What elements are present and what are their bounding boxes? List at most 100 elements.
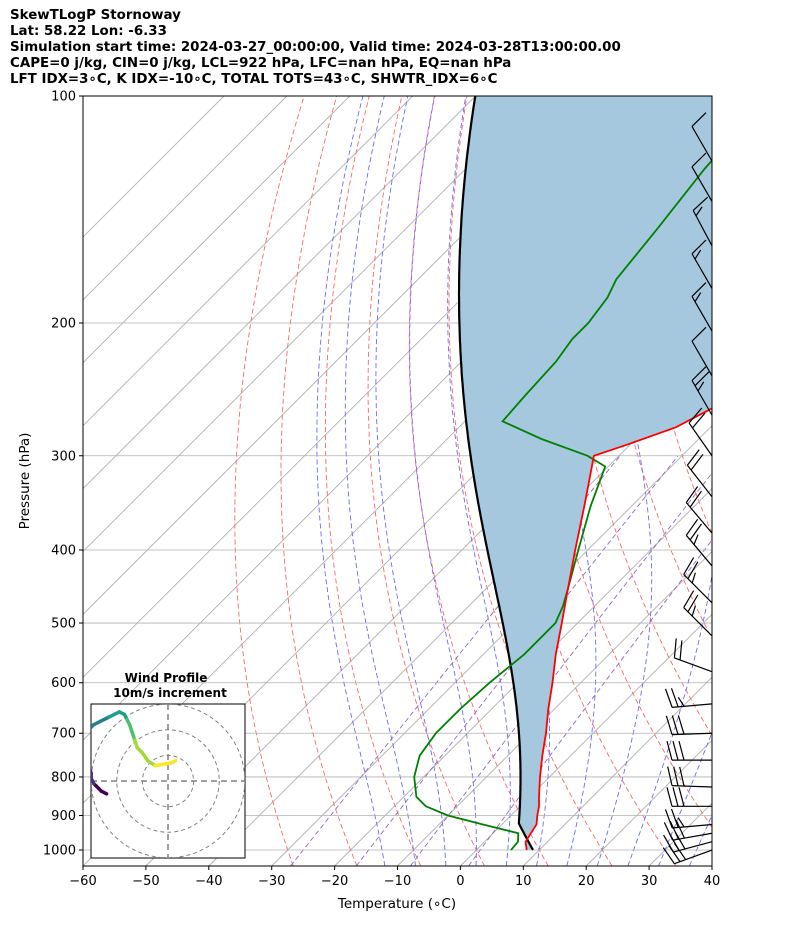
wind-barb-feather	[689, 490, 702, 508]
wind-barb-shaft	[672, 785, 713, 788]
wind-barb-feather	[683, 590, 695, 608]
isotherm-line	[83, 96, 351, 364]
temperature-line	[524, 407, 712, 851]
moist-adiabat-line	[720, 96, 794, 866]
wind-barb-feather	[687, 561, 699, 580]
moist-adiabat-line	[344, 96, 416, 866]
wind-barb	[691, 282, 713, 332]
y-tick-label: 800	[51, 770, 76, 785]
wind-barb	[692, 196, 713, 247]
wind-barb-feather	[678, 787, 685, 807]
y-tick-label: 100	[51, 90, 76, 105]
wind-barb-feather	[690, 453, 704, 471]
wind-barb-feather	[673, 638, 677, 659]
wind-barb-shaft	[691, 340, 713, 377]
title-line-times: Simulation start time: 2024-03-27_00:00:…	[10, 40, 621, 55]
wind-barb-feather	[692, 196, 709, 211]
wind-barb-feather	[664, 809, 673, 829]
y-tick-label: 400	[51, 543, 76, 558]
wind-barb-feather	[677, 715, 685, 735]
moist-adiabat-line	[627, 96, 712, 866]
wind-barb-feather	[678, 741, 685, 761]
wind-barb-feather	[677, 817, 685, 828]
wind-barb	[691, 366, 713, 416]
x-tick-label: 0	[456, 874, 464, 889]
wind-barb-shaft	[691, 380, 713, 416]
hodograph-segment	[92, 717, 106, 727]
wind-barb-shaft	[692, 210, 713, 247]
chart-title-block: SkewTLogP Stornoway Lat: 58.22 Lon: -6.3…	[10, 8, 621, 88]
isotherm-line	[522, 676, 712, 866]
title-line-coordinates: Lat: 58.22 Lon: -6.33	[10, 24, 167, 39]
wind-barb-shaft	[683, 574, 713, 604]
wind-barb-feather	[669, 821, 680, 840]
wind-barb-shaft	[691, 166, 713, 202]
mixing-ratio-line	[410, 472, 712, 866]
wind-barb	[691, 152, 713, 202]
wind-barb-feather	[685, 486, 699, 503]
dry-adiabat-line	[728, 96, 794, 866]
wind-barb-feather	[691, 326, 707, 342]
x-tick-label: −20	[321, 874, 348, 889]
wind-barb-feather	[679, 640, 683, 661]
wind-barb-shaft	[688, 422, 713, 457]
wind-barb-feather	[688, 407, 703, 424]
isotherm-line	[271, 425, 712, 866]
wind-barb	[688, 407, 713, 457]
isotherm-line	[334, 487, 712, 866]
dry-adiabat-line	[324, 96, 422, 866]
title-line-indices: LFT IDX=3∘C, K IDX=-10∘C, TOTAL TOTS=43∘…	[10, 72, 498, 87]
mixing-ratio-line	[355, 455, 679, 866]
isotherm-line	[208, 362, 712, 866]
y-tick-label: 600	[51, 676, 76, 691]
dry-adiabat-line	[367, 96, 485, 866]
y-tick-label: 500	[51, 617, 76, 632]
hodograph-segment	[85, 745, 86, 755]
wind-barb	[667, 766, 713, 788]
x-tick-label: 10	[515, 874, 532, 889]
wind-barb-feather	[666, 741, 673, 761]
wind-barb-feather	[663, 822, 674, 841]
wind-barb-shaft	[683, 607, 713, 637]
title-line-cape: CAPE=0 j/kg, CIN=0 j/kg, LCL=922 hPa, LF…	[10, 56, 512, 71]
moist-adiabat-line	[752, 96, 794, 866]
parcel-profile-line	[457, 96, 534, 851]
wind-barb-shaft	[672, 823, 713, 829]
moist-adiabat-line	[658, 731, 712, 866]
isotherm-line	[83, 96, 539, 553]
title-line-station: SkewTLogP Stornoway	[10, 8, 181, 23]
dry-adiabat-line	[234, 96, 305, 866]
wind-barb	[691, 112, 713, 162]
y-tick-label: 200	[51, 316, 76, 331]
wind-barb-feather	[694, 371, 710, 387]
wind-barb	[691, 239, 713, 289]
isotherm-line	[711, 865, 712, 866]
wind-barb	[663, 819, 713, 841]
wind-barb-feather	[683, 557, 695, 575]
hodograph-segment	[168, 758, 178, 765]
y-tick-label: 700	[51, 727, 76, 742]
moist-adiabat-line	[316, 96, 386, 866]
isotherm-line	[83, 96, 414, 427]
isotherm-line	[460, 613, 712, 866]
wind-barb-feather	[691, 152, 707, 168]
cin-shading	[459, 96, 712, 850]
wind-barb-feather	[662, 847, 675, 865]
cape-cin-fill	[459, 96, 712, 850]
moist-adiabat-line	[375, 96, 447, 866]
hodograph-title: Wind Profile	[125, 671, 208, 685]
hodograph-segment	[86, 755, 89, 765]
wind-barb-shaft	[674, 849, 713, 865]
wind-barb-feather	[673, 766, 679, 786]
wind-barb	[683, 590, 713, 637]
wind-barb	[673, 638, 713, 673]
hodograph-rings	[85, 704, 245, 858]
wind-barb	[685, 486, 713, 534]
x-axis-title: Temperature (∘C)	[337, 896, 456, 912]
wind-barb	[665, 715, 713, 736]
wind-barb-feather	[666, 787, 673, 807]
wind-barb-shaft	[673, 841, 713, 853]
mixing-ratio-line	[468, 539, 712, 866]
wind-barb-feather	[693, 534, 699, 545]
